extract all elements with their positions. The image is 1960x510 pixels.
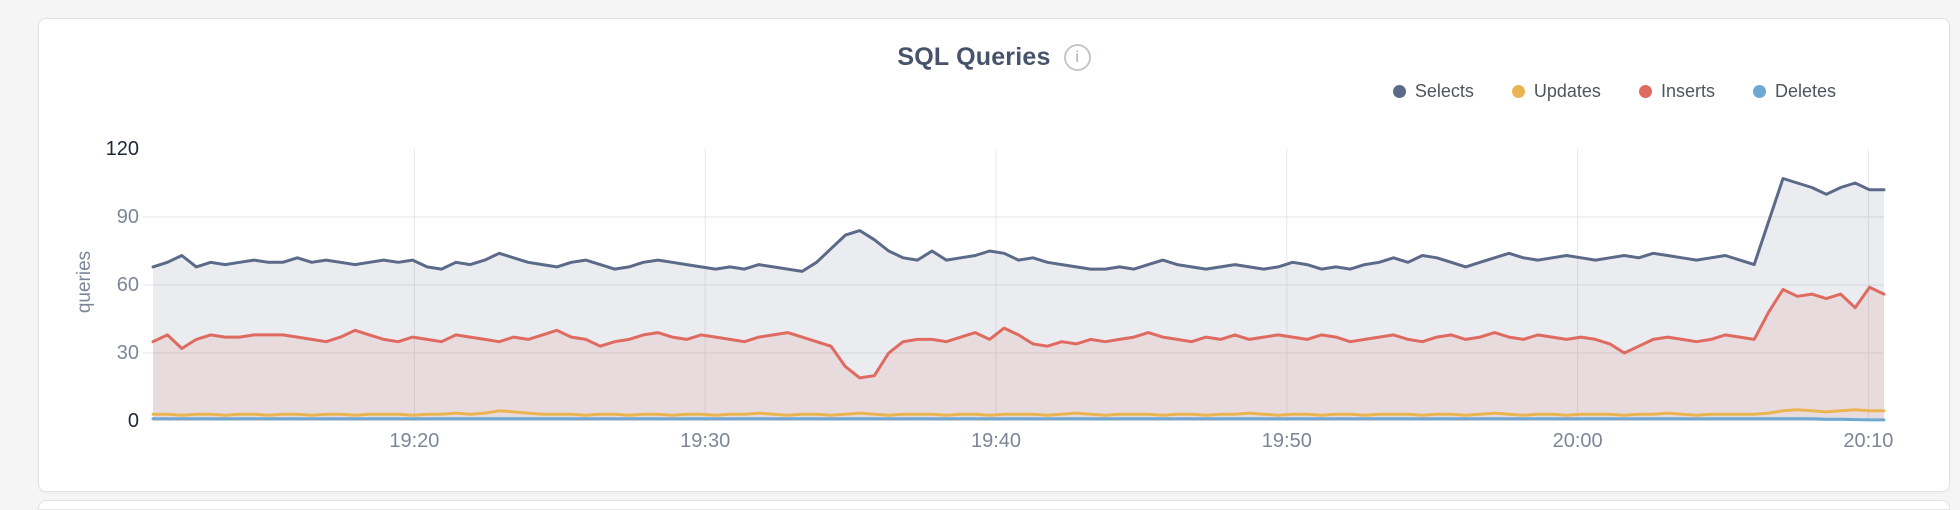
x-tick-label: 19:50: [1261, 430, 1312, 452]
series-line-inserts[interactable]: [151, 285, 1886, 380]
chart-title: SQL Queries: [897, 43, 1051, 71]
legend-item-selects[interactable]: Selects: [1392, 81, 1474, 102]
series-line-selects[interactable]: [151, 177, 1886, 273]
legend-dot-selects: [1392, 85, 1406, 98]
series-line-deletes[interactable]: [151, 417, 1886, 422]
legend-dot-deletes: [1752, 85, 1766, 98]
sql-queries-chart[interactable]: [143, 149, 1886, 422]
legend-label: Deletes: [1774, 81, 1836, 101]
legend-label: Updates: [1533, 81, 1601, 101]
panel-header: SQL Queries i: [39, 43, 1949, 72]
legend-label: Selects: [1414, 81, 1474, 101]
series-area-selects: [153, 178, 1884, 421]
plot-area[interactable]: [143, 149, 1886, 422]
series-area-inserts: [153, 287, 1884, 421]
next-panel-edge: [38, 500, 1950, 510]
x-tick-label: 20:10: [1843, 430, 1894, 452]
legend-dot-inserts: [1638, 85, 1652, 98]
y-tick-label: 120: [105, 138, 139, 160]
y-tick-label: 0: [127, 410, 139, 432]
x-tick-label: 20:00: [1552, 430, 1603, 452]
legend-item-inserts[interactable]: Inserts: [1638, 81, 1715, 102]
legend: Selects Updates Inserts Deletes: [1392, 81, 1836, 102]
legend-item-updates[interactable]: Updates: [1511, 81, 1601, 102]
y-tick-label: 90: [116, 206, 139, 228]
x-tick-label: 19:30: [680, 430, 731, 452]
series-line-updates[interactable]: [151, 408, 1886, 417]
legend-dot-updates: [1511, 85, 1525, 98]
x-tick-label: 19:20: [389, 430, 440, 452]
y-tick-label: 30: [116, 342, 139, 364]
legend-item-deletes[interactable]: Deletes: [1752, 81, 1836, 102]
legend-label: Inserts: [1660, 81, 1715, 101]
x-tick-label: 19:40: [970, 430, 1022, 452]
y-tick-label: 60: [116, 274, 139, 296]
info-icon[interactable]: i: [1063, 44, 1091, 71]
sql-queries-panel: SQL Queries i Selects Updates Inserts Delet…: [38, 18, 1950, 492]
